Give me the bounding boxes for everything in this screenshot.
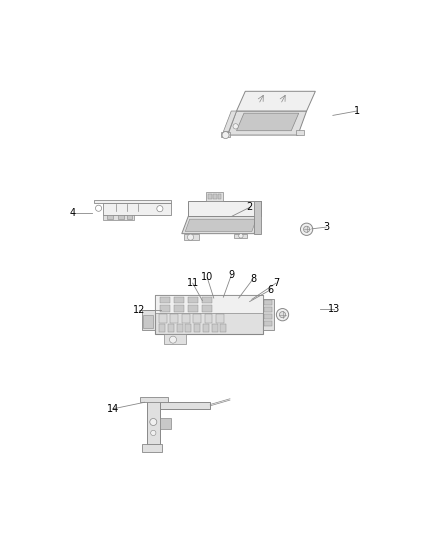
Bar bbox=[127, 215, 132, 219]
Circle shape bbox=[170, 336, 177, 343]
Bar bbox=[118, 215, 124, 219]
Circle shape bbox=[157, 206, 163, 212]
Polygon shape bbox=[155, 295, 263, 334]
Bar bbox=[107, 215, 113, 219]
Text: 7: 7 bbox=[273, 278, 279, 288]
Bar bbox=[194, 324, 200, 332]
Bar bbox=[193, 314, 201, 322]
Bar bbox=[174, 297, 184, 303]
Circle shape bbox=[95, 205, 102, 211]
Bar bbox=[188, 297, 198, 303]
Bar bbox=[212, 324, 218, 332]
Bar bbox=[264, 307, 272, 312]
Polygon shape bbox=[237, 113, 299, 131]
Bar bbox=[203, 324, 209, 332]
Text: 9: 9 bbox=[228, 270, 234, 280]
Bar bbox=[208, 194, 212, 199]
Bar bbox=[264, 300, 272, 304]
Bar bbox=[213, 194, 217, 199]
Polygon shape bbox=[228, 111, 307, 135]
Polygon shape bbox=[185, 219, 256, 231]
Bar bbox=[264, 314, 272, 319]
Bar bbox=[216, 314, 224, 322]
Polygon shape bbox=[254, 201, 261, 233]
Circle shape bbox=[279, 312, 286, 318]
Bar bbox=[159, 324, 165, 332]
Text: 4: 4 bbox=[69, 208, 75, 217]
Text: 12: 12 bbox=[133, 305, 145, 316]
Circle shape bbox=[150, 418, 157, 425]
Circle shape bbox=[304, 226, 310, 232]
Circle shape bbox=[187, 234, 194, 240]
Bar bbox=[202, 305, 212, 311]
Bar bbox=[182, 314, 190, 322]
Polygon shape bbox=[142, 444, 162, 452]
Polygon shape bbox=[160, 402, 210, 409]
Bar bbox=[188, 305, 198, 311]
Circle shape bbox=[151, 430, 156, 435]
Bar bbox=[170, 314, 178, 322]
Bar bbox=[185, 324, 191, 332]
Polygon shape bbox=[184, 233, 199, 240]
Bar bbox=[143, 314, 153, 328]
Bar bbox=[160, 297, 170, 303]
Text: 11: 11 bbox=[187, 278, 199, 288]
Bar bbox=[218, 194, 221, 199]
Text: 14: 14 bbox=[107, 404, 119, 414]
Bar bbox=[174, 305, 184, 311]
Text: 2: 2 bbox=[247, 203, 253, 212]
Text: 8: 8 bbox=[250, 274, 256, 284]
Bar bbox=[205, 314, 212, 322]
Bar bbox=[202, 297, 212, 303]
Text: 6: 6 bbox=[268, 285, 274, 295]
Text: 13: 13 bbox=[328, 304, 340, 314]
Circle shape bbox=[233, 124, 238, 129]
Polygon shape bbox=[140, 397, 168, 402]
Polygon shape bbox=[296, 130, 304, 135]
Polygon shape bbox=[237, 91, 315, 111]
Polygon shape bbox=[160, 418, 171, 429]
Polygon shape bbox=[164, 334, 186, 344]
Polygon shape bbox=[206, 192, 223, 201]
Text: 10: 10 bbox=[201, 272, 213, 282]
Polygon shape bbox=[142, 310, 155, 330]
Circle shape bbox=[222, 132, 229, 139]
Polygon shape bbox=[221, 132, 230, 138]
Polygon shape bbox=[103, 215, 134, 220]
Polygon shape bbox=[223, 111, 237, 132]
Circle shape bbox=[276, 309, 289, 321]
Bar bbox=[264, 321, 272, 326]
Bar bbox=[159, 314, 167, 322]
Polygon shape bbox=[234, 233, 247, 238]
Bar bbox=[160, 305, 170, 311]
Bar bbox=[177, 324, 183, 332]
Circle shape bbox=[300, 223, 313, 236]
Polygon shape bbox=[182, 216, 261, 233]
Text: 3: 3 bbox=[323, 222, 329, 232]
Polygon shape bbox=[94, 200, 171, 203]
Polygon shape bbox=[188, 201, 261, 216]
Circle shape bbox=[239, 233, 243, 238]
Text: 1: 1 bbox=[354, 106, 360, 116]
Bar bbox=[220, 324, 226, 332]
Polygon shape bbox=[147, 398, 160, 444]
Polygon shape bbox=[103, 203, 171, 215]
Polygon shape bbox=[263, 300, 274, 330]
Bar bbox=[168, 324, 174, 332]
Polygon shape bbox=[155, 295, 263, 313]
